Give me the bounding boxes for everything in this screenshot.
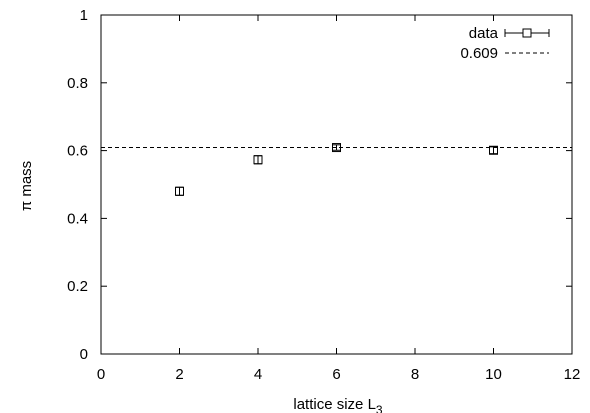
data-marker-square [489,145,498,155]
y-tick-label: 0.4 [67,210,88,227]
x-tick-label: 2 [175,366,183,383]
y-tick-label: 0.2 [67,278,88,295]
data-point [489,145,498,155]
data-point [332,143,341,153]
ticks: 0 2 4 6 8 10 12 0 0.2 0.4 0.6 0.8 1 [67,7,580,383]
legend-label-data: data [469,25,499,42]
data-marker-square [253,155,263,165]
x-axis-title-subscript: 3 [376,403,383,413]
x-tick-label: 12 [564,366,581,383]
legend: data 0.609 [460,25,550,62]
y-axis-title: π mass [18,161,35,211]
x-tick-label: 6 [332,366,340,383]
x-axis-title-main: lattice size L [293,396,376,413]
axes [100,14,573,355]
x-tick-label: 8 [411,366,419,383]
legend-label-reference: 0.609 [460,45,498,62]
data-marker-square [332,143,341,153]
data-point [175,186,184,196]
x-tick-label: 4 [254,366,262,383]
data-point [253,155,263,165]
x-axis-title: lattice size L3 [293,396,383,413]
plot-frame [100,14,573,355]
x-tick-label: 0 [97,366,105,383]
legend-sample-data-marker [522,28,532,38]
y-tick-label: 0 [80,346,88,363]
series [101,143,572,196]
y-tick-label: 1 [80,7,88,24]
y-tick-label: 0.6 [67,143,88,160]
x-tick-label: 10 [485,366,502,383]
data-marker-square [175,186,184,196]
y-tick-label: 0.8 [67,75,88,92]
